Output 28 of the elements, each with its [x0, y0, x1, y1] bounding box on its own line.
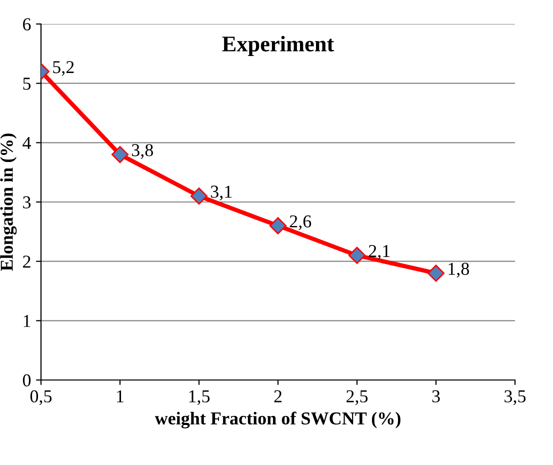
point — [111, 146, 129, 164]
y-tick-label: 4 — [22, 137, 31, 149]
x-tick-label: 2,5 — [346, 390, 368, 406]
x-axis-title: weight Fraction of SWCNT (%) — [154, 412, 400, 428]
x-tick-label: 1 — [117, 390, 124, 402]
data-label: 1,8 — [448, 262, 469, 278]
chart-title: Experiment — [222, 36, 334, 56]
y-tick-label: 2 — [23, 256, 30, 268]
data-label: 2,1 — [368, 245, 390, 260]
point — [269, 217, 287, 234]
y-tick-label: 3 — [23, 196, 31, 208]
data-label: 5,2 — [53, 61, 74, 76]
y-tick-label: 6 — [23, 18, 31, 30]
point — [190, 188, 208, 205]
point — [427, 264, 445, 282]
y-tick-label: 1 — [24, 315, 30, 327]
y-tick-label: 5 — [23, 78, 31, 90]
y-axis-title: Elongation in (%) — [0, 134, 17, 271]
x-tick-label: 3 — [432, 390, 440, 402]
y-tick-label: 0 — [22, 374, 31, 386]
data-label: 3,8 — [132, 144, 153, 159]
x-tick-label: 1,5 — [189, 390, 210, 406]
x-tick-label: 2 — [274, 390, 282, 402]
data-label: 2,6 — [290, 215, 312, 230]
x-tick-label: 3,5 — [504, 390, 526, 406]
x-tick-label: 0,5 — [30, 390, 52, 406]
data-label: 3,1 — [210, 186, 232, 200]
point — [348, 246, 366, 264]
